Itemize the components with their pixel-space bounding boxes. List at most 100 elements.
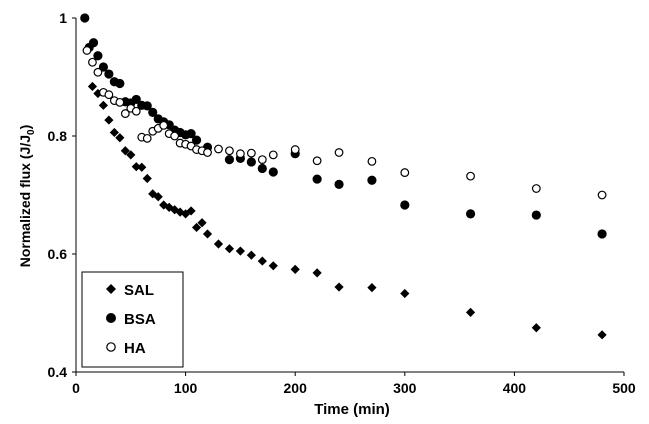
data-point-ha	[159, 120, 169, 130]
data-point-bsa	[465, 209, 476, 219]
legend-marker-sal	[106, 284, 116, 294]
data-point-ha	[142, 133, 152, 143]
legend-box	[81, 271, 184, 368]
legend-label-ha: HA	[124, 340, 146, 357]
data-point-bsa	[312, 174, 322, 184]
data-point-ha	[82, 46, 92, 55]
data-point-bsa	[88, 38, 99, 48]
data-point-sal	[197, 218, 207, 228]
data-point-sal	[246, 250, 256, 260]
data-point-sal	[104, 115, 114, 125]
data-point-ha	[466, 171, 475, 181]
x-tick-label: 500	[612, 380, 636, 396]
data-point-bsa	[257, 163, 267, 174]
y-axis-label-subscript: 0	[26, 129, 37, 135]
legend-label-bsa: BSA	[124, 311, 156, 328]
legend-marker-bsa	[106, 313, 116, 323]
series-ha	[82, 46, 607, 200]
x-tick-label: 400	[503, 380, 527, 396]
series-bsa	[80, 13, 607, 239]
y-tick-label: 0.6	[48, 246, 68, 262]
data-point-sal	[465, 307, 476, 318]
data-point-sal	[531, 323, 541, 333]
legend-marker-ha	[106, 342, 116, 352]
legend-label-sal: SAL	[124, 282, 154, 299]
y-tick-label: 0.4	[48, 364, 68, 380]
data-point-ha	[104, 90, 114, 100]
axes	[75, 18, 624, 373]
y-tick-label: 1	[59, 10, 67, 26]
y-axis-label: Normalized flux (J/J0)	[17, 125, 37, 268]
data-point-sal	[191, 222, 202, 233]
data-point-bsa	[191, 135, 202, 145]
data-point-ha	[131, 106, 141, 116]
data-point-sal	[126, 150, 136, 160]
data-point-ha	[115, 97, 125, 107]
data-point-sal	[257, 256, 267, 266]
data-point-ha	[268, 150, 278, 160]
data-point-ha	[120, 109, 130, 118]
data-point-bsa	[131, 94, 141, 105]
data-point-ha	[290, 145, 300, 154]
data-point-sal	[597, 330, 607, 340]
data-point-bsa	[93, 51, 103, 61]
data-point-sal	[120, 146, 130, 156]
x-tick-label: 100	[174, 380, 198, 396]
data-point-ha	[246, 148, 256, 158]
data-point-sal	[109, 127, 119, 138]
data-point-sal	[186, 206, 196, 216]
data-point-bsa	[334, 179, 344, 189]
data-point-sal	[115, 133, 125, 143]
legend-entry-ha: HA	[106, 340, 146, 357]
data-point-ha	[257, 155, 267, 165]
data-point-sal	[235, 246, 245, 256]
data-point-sal	[137, 162, 147, 172]
x-axis-ticks: 0 100 200 300 400 500	[72, 372, 636, 396]
data-point-sal	[367, 283, 377, 293]
data-point-bsa	[142, 101, 152, 111]
data-point-bsa	[115, 78, 125, 89]
data-point-ha	[400, 168, 410, 177]
legend: SAL BSA HA	[81, 271, 184, 368]
data-point-bsa	[597, 229, 607, 239]
data-point-sal	[142, 173, 152, 184]
x-tick-label: 200	[284, 380, 308, 396]
y-axis-ticks: 0.4 0.6 0.8 1	[48, 10, 76, 380]
data-point-sal	[224, 244, 235, 254]
data-point-sal	[87, 81, 98, 92]
data-point-ha	[170, 131, 180, 141]
data-point-ha	[312, 156, 322, 166]
data-point-sal	[98, 100, 108, 110]
data-point-sal	[334, 282, 344, 292]
series-sal	[87, 81, 607, 340]
data-point-ha	[531, 184, 541, 193]
data-point-ha	[367, 156, 377, 166]
legend-entry-sal: SAL	[106, 282, 154, 299]
data-point-bsa	[400, 200, 410, 210]
data-point-bsa	[224, 155, 235, 165]
data-point-ha	[93, 67, 103, 77]
data-point-bsa	[80, 13, 90, 23]
y-tick-label: 0.8	[48, 128, 68, 144]
data-point-bsa	[186, 129, 196, 139]
data-point-sal	[153, 192, 163, 202]
data-point-bsa	[104, 69, 114, 79]
y-axis-label-close: )	[17, 125, 33, 130]
data-point-ha	[88, 57, 97, 67]
x-tick-label: 0	[72, 380, 80, 396]
data-point-ha	[225, 146, 234, 156]
y-axis-label-main: Normalized flux (J/J	[17, 135, 33, 267]
data-point-sal	[213, 239, 224, 249]
data-point-ha	[597, 190, 607, 200]
legend-entry-bsa: BSA	[106, 311, 156, 328]
data-point-sal	[290, 264, 300, 274]
data-point-sal	[400, 288, 410, 299]
data-point-bsa	[367, 175, 377, 185]
data-point-ha	[235, 149, 245, 159]
data-point-bsa	[268, 167, 278, 177]
data-point-ha	[334, 148, 344, 157]
data-point-bsa	[148, 107, 158, 117]
x-tick-label: 300	[393, 380, 417, 396]
x-axis-label: Time (min)	[314, 401, 390, 418]
